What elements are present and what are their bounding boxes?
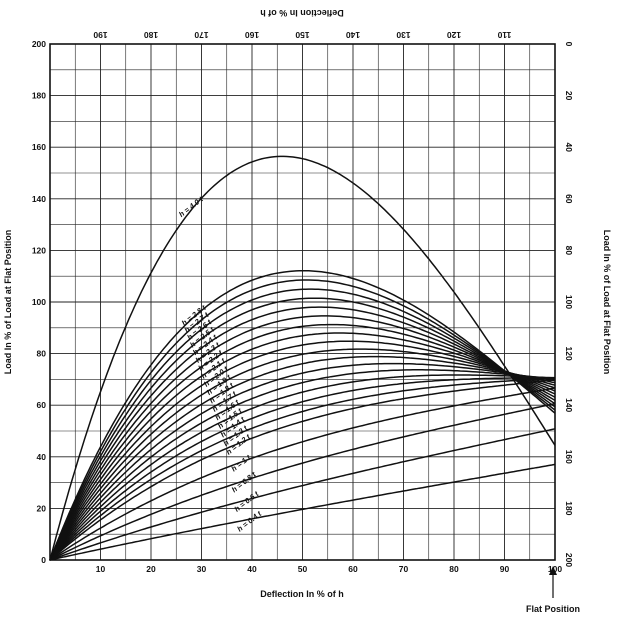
series-line xyxy=(49,288,556,561)
top-tick-label: 170 xyxy=(194,30,208,40)
x-tick-label: 50 xyxy=(298,564,308,574)
right-tick-label: 60 xyxy=(564,194,574,204)
y-tick-label: 120 xyxy=(32,245,46,255)
right-tick-label: 0 xyxy=(564,42,574,47)
flat-position-annotation: Flat Position xyxy=(526,604,580,614)
x-tick-label: 10 xyxy=(96,564,106,574)
series-line xyxy=(49,387,556,561)
x-tick-label: 20 xyxy=(146,564,156,574)
x-tick-label: 60 xyxy=(348,564,358,574)
right-tick-label: 80 xyxy=(564,246,574,256)
top-tick-label: 140 xyxy=(346,30,360,40)
y-tick-label: 0 xyxy=(41,555,46,565)
series-line xyxy=(49,428,556,561)
series-line xyxy=(49,155,556,561)
y-tick-label: 200 xyxy=(32,39,46,49)
series-line xyxy=(49,269,556,561)
tick-labels: 10 20 30 40 50 60 70 80 90 100 0 20 40 60 80 100 120 140 1… xyxy=(32,30,574,574)
x-tick-label: 100 xyxy=(548,564,562,574)
x-tick-label: 90 xyxy=(500,564,510,574)
right-tick-label: 180 xyxy=(564,501,574,515)
series-label: h = 4.0 t xyxy=(177,194,205,219)
top-tick-label: 190 xyxy=(93,30,107,40)
top-tick-label: 120 xyxy=(447,30,461,40)
series-line xyxy=(49,323,556,561)
right-tick-label: 160 xyxy=(564,450,574,464)
y-tick-label: 80 xyxy=(37,349,47,359)
y-axis-label: Load In % of Load at Flat Position xyxy=(3,230,13,375)
y-tick-label: 20 xyxy=(37,503,47,513)
series-line xyxy=(49,362,556,561)
plot-frame xyxy=(49,43,556,561)
series-line xyxy=(49,374,556,561)
top-tick-label: 130 xyxy=(396,30,410,40)
series-line xyxy=(49,306,556,561)
top-tick-label: 110 xyxy=(497,30,511,40)
series-line xyxy=(49,402,556,561)
right-tick-label: 120 xyxy=(564,347,574,361)
top-tick-label: 150 xyxy=(295,30,309,40)
series-line xyxy=(49,377,556,561)
series-line xyxy=(49,340,556,561)
series-line xyxy=(49,297,556,561)
x-tick-label: 30 xyxy=(197,564,207,574)
series-line xyxy=(49,315,556,561)
right-tick-label: 20 xyxy=(564,91,574,101)
series-line xyxy=(49,463,556,561)
series-line xyxy=(49,355,556,561)
series-label: h = 1 t xyxy=(230,453,253,474)
x-tick-label: 40 xyxy=(247,564,257,574)
y-tick-label: 100 xyxy=(32,297,46,307)
top-tick-label: 180 xyxy=(144,30,158,40)
right-tick-label: 140 xyxy=(564,398,574,412)
top-tick-label: 160 xyxy=(245,30,259,40)
series-line xyxy=(49,379,556,561)
right-tick-label: 200 xyxy=(564,553,574,567)
top-axis-label: Deflection In % of h xyxy=(260,8,344,18)
x-tick-label: 80 xyxy=(449,564,459,574)
y-tick-label: 180 xyxy=(32,91,46,101)
series-line xyxy=(49,279,556,561)
y-tick-label: 140 xyxy=(32,194,46,204)
x-axis-label: Deflection In % of h xyxy=(260,589,344,599)
series-line xyxy=(49,376,555,561)
series-line xyxy=(49,369,556,561)
right-axis-label: Load In % of Load at Flat Position xyxy=(602,230,612,375)
y-tick-label: 40 xyxy=(37,452,47,462)
flat-position-arrow xyxy=(549,566,557,598)
grid xyxy=(50,44,555,560)
series-line xyxy=(49,332,556,561)
series-line xyxy=(49,348,556,561)
y-tick-label: 160 xyxy=(32,142,46,152)
x-tick-label: 70 xyxy=(399,564,409,574)
right-tick-label: 100 xyxy=(564,295,574,309)
right-tick-label: 40 xyxy=(564,142,574,152)
y-tick-label: 60 xyxy=(37,400,47,410)
